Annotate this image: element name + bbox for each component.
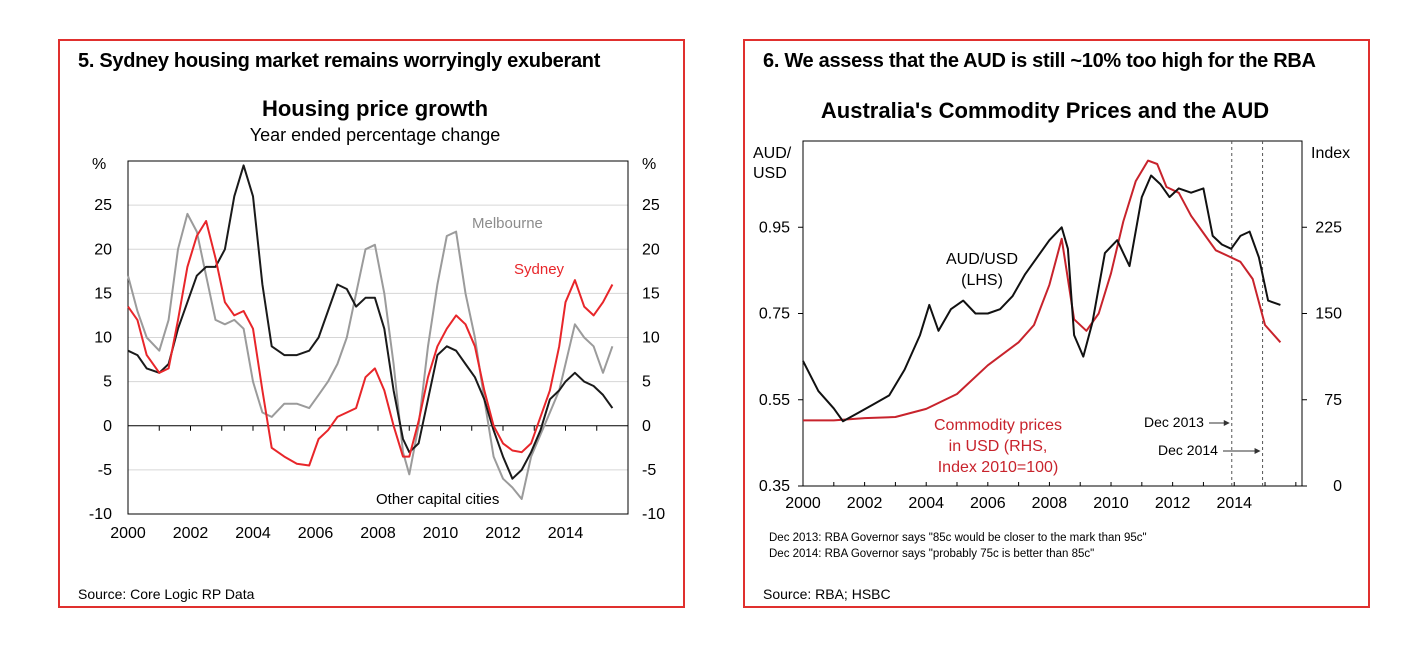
y-tick-label-right: -5 — [642, 462, 656, 479]
series-label-other-capital-cities: Other capital cities — [376, 491, 499, 508]
x-tick-label: 2002 — [847, 495, 883, 512]
x-tick-label: 2006 — [970, 495, 1006, 512]
series-label-aud-usd: AUD/USD (LHS) — [946, 251, 1018, 289]
chart-panel-aud: 6. We assess that the AUD is still ~10% … — [743, 39, 1370, 608]
y-tick-label-left: 0.35 — [759, 478, 790, 495]
x-tick-label: 2008 — [1032, 495, 1068, 512]
y-tick-label-left: 0 — [103, 418, 112, 435]
series-label-sydney: Sydney — [514, 261, 565, 278]
note-dec-2014: Dec 2014: RBA Governor says "probably 75… — [769, 548, 1095, 560]
x-tick-label: 2004 — [908, 495, 944, 512]
series-label-melbourne: Melbourne — [472, 215, 543, 232]
series-label-commodity-prices: Commodity prices in USD (RHS, Index 2010=1… — [934, 417, 1062, 476]
y-tick-label-left: 0.95 — [759, 219, 790, 236]
x-tick-label: 2002 — [173, 525, 209, 542]
y-axis-label-right: Index — [1311, 145, 1350, 162]
y-tick-label-right: 25 — [642, 197, 660, 214]
y-tick-label-right: 0 — [642, 418, 651, 435]
y-tick-label-left: -10 — [89, 506, 112, 523]
y-tick-label-right: 225 — [1315, 219, 1342, 236]
chart-title: Housing price growth — [262, 96, 488, 121]
chart-panel-housing: 5. Sydney housing market remains worryin… — [58, 39, 685, 608]
annotation-label-dec-2013: Dec 2013 — [1144, 414, 1204, 430]
chart-subtitle: Year ended percentage change — [250, 125, 501, 145]
y-tick-label-right: 75 — [1324, 392, 1342, 409]
x-tick-label: 2006 — [298, 525, 334, 542]
x-tick-label: 2014 — [548, 525, 584, 542]
panel-title: 5. Sydney housing market remains worryin… — [78, 50, 601, 72]
series-line-other-capital-cities — [127, 164, 614, 480]
x-tick-label: 2004 — [235, 525, 271, 542]
y-tick-label-left: 25 — [94, 197, 112, 214]
chart-notes: Dec 2013: RBA Governor says "85c would b… — [769, 530, 1147, 562]
annotation-arrowhead-dec-2014 — [1254, 448, 1261, 454]
y-tick-label-left: 5 — [103, 374, 112, 391]
x-tick-label: 2010 — [1093, 495, 1129, 512]
annotation-label-dec-2014: Dec 2014 — [1158, 442, 1218, 458]
y-tick-label-left: 10 — [94, 330, 112, 347]
series-line-commodity-prices — [803, 159, 1282, 422]
y-axis-unit-right: % — [642, 156, 656, 173]
y-tick-label-left: 0.75 — [759, 306, 790, 323]
y-tick-label-right: 15 — [642, 285, 660, 302]
x-tick-label: 2008 — [360, 525, 396, 542]
series-line-melbourne — [127, 212, 614, 500]
source-note: Source: RBA; HSBC — [763, 586, 891, 602]
housing-chart: Housing price growth Year ended percentag… — [89, 96, 665, 542]
chart-title: Australia's Commodity Prices and the AUD — [821, 98, 1269, 123]
y-tick-label-right: 150 — [1315, 306, 1342, 323]
x-tick-label: 2012 — [1155, 495, 1191, 512]
annotation-arrowhead-dec-2013 — [1223, 420, 1230, 426]
y-tick-label-left: 0.55 — [759, 392, 790, 409]
plot-frame — [802, 140, 1303, 487]
x-tick-label: 2010 — [423, 525, 459, 542]
y-tick-label-right: 5 — [642, 374, 651, 391]
y-tick-label-right: 20 — [642, 241, 660, 258]
source-note: Source: Core Logic RP Data — [78, 586, 255, 602]
note-dec-2013: Dec 2013: RBA Governor says "85c would b… — [769, 532, 1147, 544]
y-tick-label-right: -10 — [642, 506, 665, 523]
x-tick-label: 2014 — [1216, 495, 1252, 512]
x-tick-label: 2000 — [785, 495, 821, 512]
y-tick-label-left: 15 — [94, 285, 112, 302]
x-tick-label: 2000 — [110, 525, 146, 542]
y-tick-label-left: 20 — [94, 241, 112, 258]
series-line-sydney — [127, 220, 614, 467]
y-tick-label-right: 0 — [1333, 478, 1342, 495]
panel-title: 6. We assess that the AUD is still ~10% … — [763, 50, 1316, 72]
y-axis-label-left: AUD/USD — [753, 145, 792, 182]
y-tick-label-right: 10 — [642, 330, 660, 347]
y-axis-unit-left: % — [92, 156, 106, 173]
series-line-aud-usd — [802, 174, 1281, 423]
x-tick-label: 2012 — [485, 525, 521, 542]
aud-commodity-chart: Australia's Commodity Prices and the AUD… — [753, 98, 1350, 512]
y-tick-label-left: -5 — [98, 462, 112, 479]
plot-frame — [127, 160, 629, 515]
